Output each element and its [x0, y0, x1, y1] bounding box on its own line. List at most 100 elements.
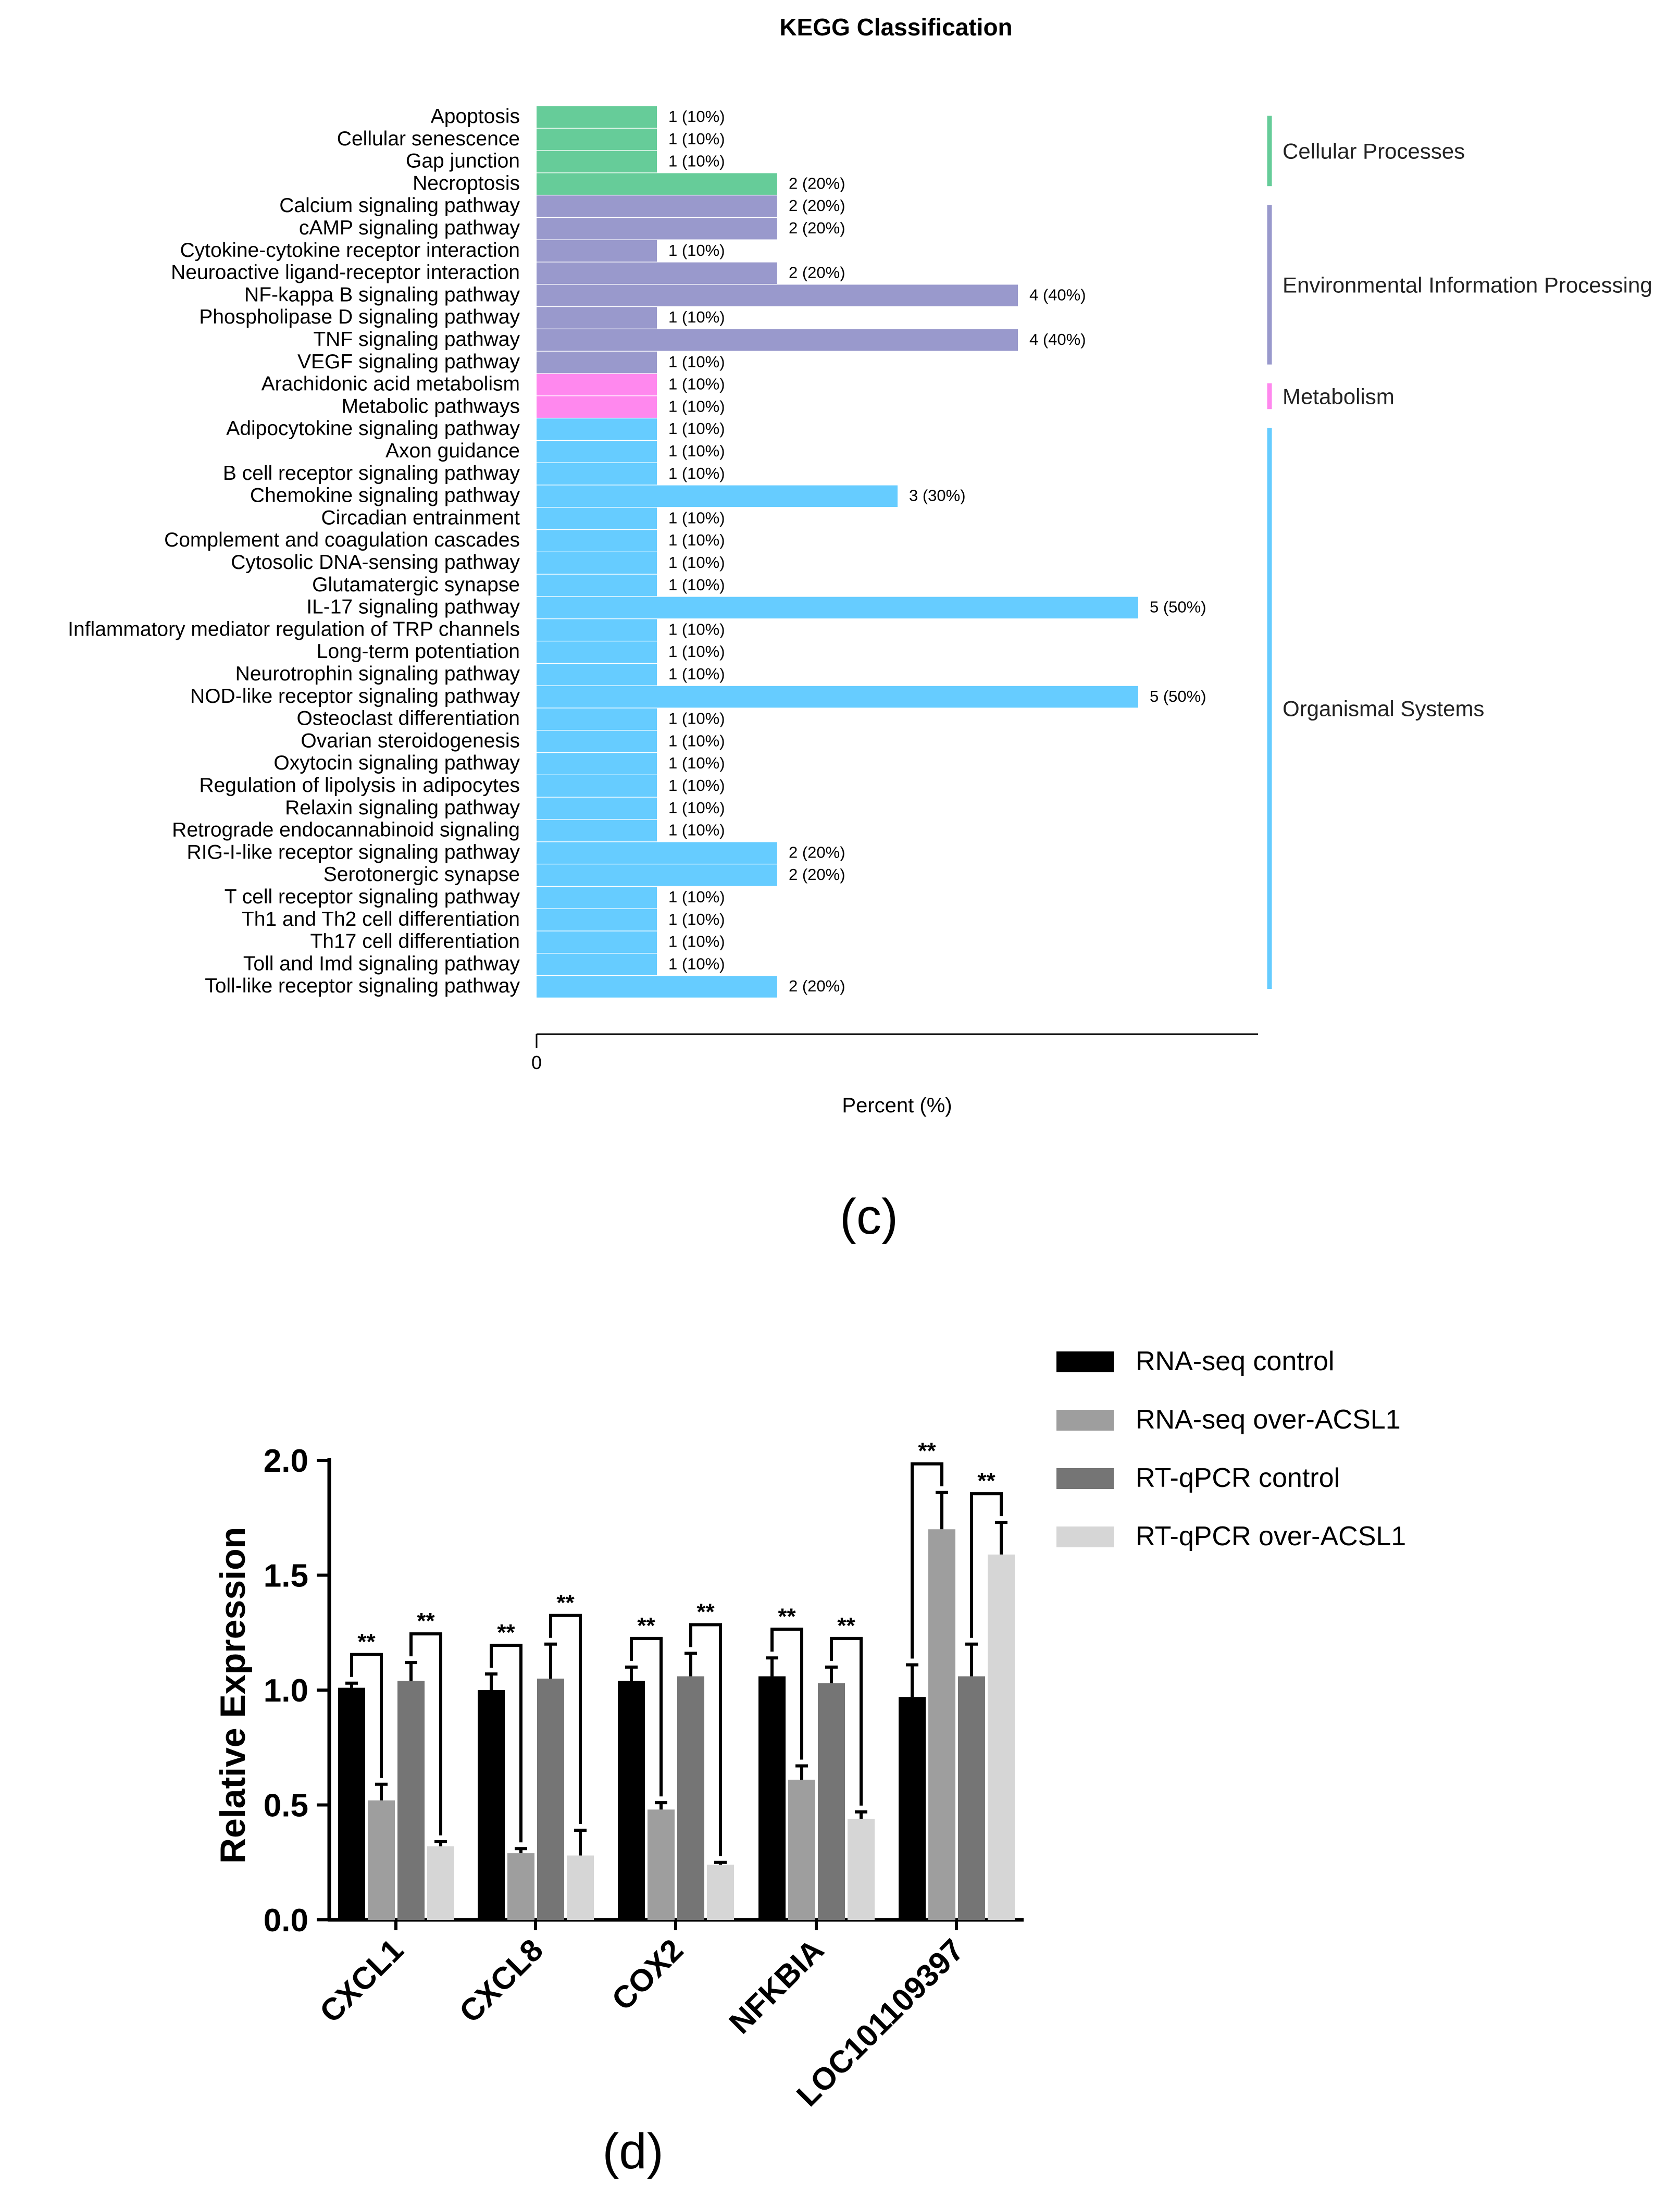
kegg-category-label: Circadian entrainment	[321, 506, 520, 529]
panel-c-caption: (c)	[840, 1189, 898, 1245]
y-axis-label: Relative Expression	[213, 1527, 253, 1864]
expression-bar	[707, 1865, 734, 1920]
kegg-category-label: Complement and coagulation cascades	[164, 529, 520, 551]
significance-bracket	[630, 1636, 663, 1797]
kegg-bar-value-label: 1 (10%)	[668, 397, 725, 415]
kegg-bar-value-label: 1 (10%)	[668, 375, 725, 393]
expression-bar	[788, 1779, 815, 1920]
kegg-category-label: Ovarian steroidogenesis	[301, 729, 520, 752]
kegg-group-label: Environmental Information Processing	[1283, 272, 1652, 297]
kegg-bar	[537, 151, 657, 173]
kegg-bar-value-label: 1 (10%)	[668, 776, 725, 795]
legend-swatch	[1056, 1468, 1114, 1489]
kegg-bar	[537, 775, 657, 797]
kegg-group-label: Metabolism	[1283, 384, 1395, 408]
kegg-bar-value-label: 2 (20%)	[789, 219, 845, 237]
kegg-bar-value-label: 4 (40%)	[1029, 330, 1086, 349]
kegg-bar-value-label: 1 (10%)	[668, 152, 725, 170]
kegg-bar	[537, 753, 657, 775]
kegg-category-label: Long-term potentiation	[317, 640, 520, 663]
kegg-category-label: Neuroactive ligand-receptor interaction	[171, 262, 520, 284]
kegg-bar-value-label: 1 (10%)	[668, 308, 725, 326]
expression-bar	[618, 1681, 645, 1920]
kegg-category-label: Calcium signaling pathway	[279, 194, 520, 217]
kegg-category-label: Oxytocin signaling pathway	[273, 752, 520, 774]
kegg-category-label: Toll-like receptor signaling pathway	[205, 975, 520, 997]
kegg-bar-value-label: 2 (20%)	[789, 174, 845, 192]
kegg-category-label: Relaxin signaling pathway	[285, 797, 520, 819]
kegg-bar-value-label: 1 (10%)	[668, 910, 725, 928]
x-tick-label: CXCL1	[313, 1932, 410, 2029]
kegg-bar-value-label: 1 (10%)	[668, 954, 725, 973]
kegg-group-label: Organismal Systems	[1283, 697, 1484, 721]
kegg-bar	[537, 485, 898, 507]
significance-marker: **	[778, 1604, 796, 1629]
significance-marker: **	[696, 1599, 715, 1624]
kegg-bar-value-label: 5 (50%)	[1150, 687, 1206, 705]
expression-bar	[988, 1554, 1015, 1920]
kegg-category-label: VEGF signaling pathway	[297, 351, 520, 373]
kegg-bar	[537, 976, 777, 998]
significance-marker: **	[417, 1608, 435, 1634]
kegg-bar-value-label: 1 (10%)	[668, 107, 725, 126]
panel-d-caption: (d)	[602, 2124, 663, 2179]
kegg-bar-value-label: 2 (20%)	[789, 264, 845, 282]
kegg-category-label: Axon guidance	[385, 440, 520, 462]
kegg-bar	[537, 797, 657, 820]
kegg-bar	[537, 708, 657, 730]
kegg-category-label: Regulation of lipolysis in adipocytes	[199, 774, 520, 797]
expression-bar	[648, 1809, 675, 1920]
y-tick-label: 0.0	[264, 1903, 308, 1939]
expression-bar	[818, 1683, 845, 1920]
kegg-bar	[537, 374, 657, 396]
kegg-bar	[537, 931, 657, 953]
kegg-bar	[537, 195, 777, 217]
kegg-bar-value-label: 1 (10%)	[668, 821, 725, 839]
significance-marker: **	[556, 1590, 575, 1616]
kegg-category-label: TNF signaling pathway	[313, 328, 520, 351]
kegg-category-label: Apoptosis	[431, 105, 520, 128]
kegg-category-label: Phospholipase D signaling pathway	[199, 306, 520, 328]
kegg-bar	[537, 641, 657, 663]
significance-bracket	[689, 1623, 722, 1856]
kegg-bar-value-label: 3 (30%)	[909, 487, 966, 505]
kegg-bar	[537, 463, 657, 485]
significance-bracket	[549, 1613, 582, 1824]
kegg-category-label: Cytokine-cytokine receptor interaction	[180, 239, 520, 262]
kegg-classification-chart: KEGG Classification Apoptosis 1 (10%) Cell…	[68, 14, 1652, 1245]
kegg-bar-value-label: 2 (20%)	[789, 843, 845, 861]
kegg-category-label: Serotonergic synapse	[323, 863, 520, 886]
expression-bar	[397, 1681, 425, 1920]
kegg-bar-value-label: 1 (10%)	[668, 531, 725, 549]
kegg-bar	[537, 507, 657, 529]
kegg-x-tick-label: 0	[531, 1052, 542, 1073]
expression-bar	[899, 1697, 926, 1920]
kegg-bar	[537, 842, 777, 864]
kegg-bar	[537, 864, 777, 886]
significance-marker: **	[918, 1438, 936, 1464]
kegg-bar	[537, 887, 657, 909]
y-tick-label: 2.0	[264, 1443, 308, 1479]
kegg-category-label: cAMP signaling pathway	[299, 217, 520, 239]
relative-expression-chart: 0.0 0.5 1.0 1.5 2.0 Relative Expression CXCL1 C…	[213, 1346, 1406, 2179]
kegg-bar	[537, 686, 1138, 708]
significance-bracket	[409, 1632, 442, 1836]
significance-marker: **	[497, 1620, 515, 1645]
kegg-category-label: Cytosolic DNA-sensing pathway	[231, 551, 520, 574]
kegg-category-label: Th17 cell differentiation	[310, 930, 520, 953]
kegg-bar	[537, 329, 1018, 351]
significance-bracket	[911, 1462, 943, 1659]
kegg-category-label: Cellular senescence	[337, 128, 520, 150]
expression-bar	[478, 1690, 505, 1920]
kegg-category-label: Glutamatergic synapse	[312, 574, 520, 596]
kegg-bar-value-label: 1 (10%)	[668, 933, 725, 951]
kegg-bar	[537, 396, 657, 418]
kegg-bar-value-label: 1 (10%)	[668, 620, 725, 638]
kegg-bar	[537, 240, 657, 262]
kegg-bar-value-label: 4 (40%)	[1029, 286, 1086, 304]
significance-bracket	[350, 1653, 383, 1778]
kegg-bar	[537, 820, 657, 842]
kegg-bar-value-label: 1 (10%)	[668, 665, 725, 683]
kegg-category-label: Retrograde endocannabinoid signaling	[172, 819, 520, 841]
